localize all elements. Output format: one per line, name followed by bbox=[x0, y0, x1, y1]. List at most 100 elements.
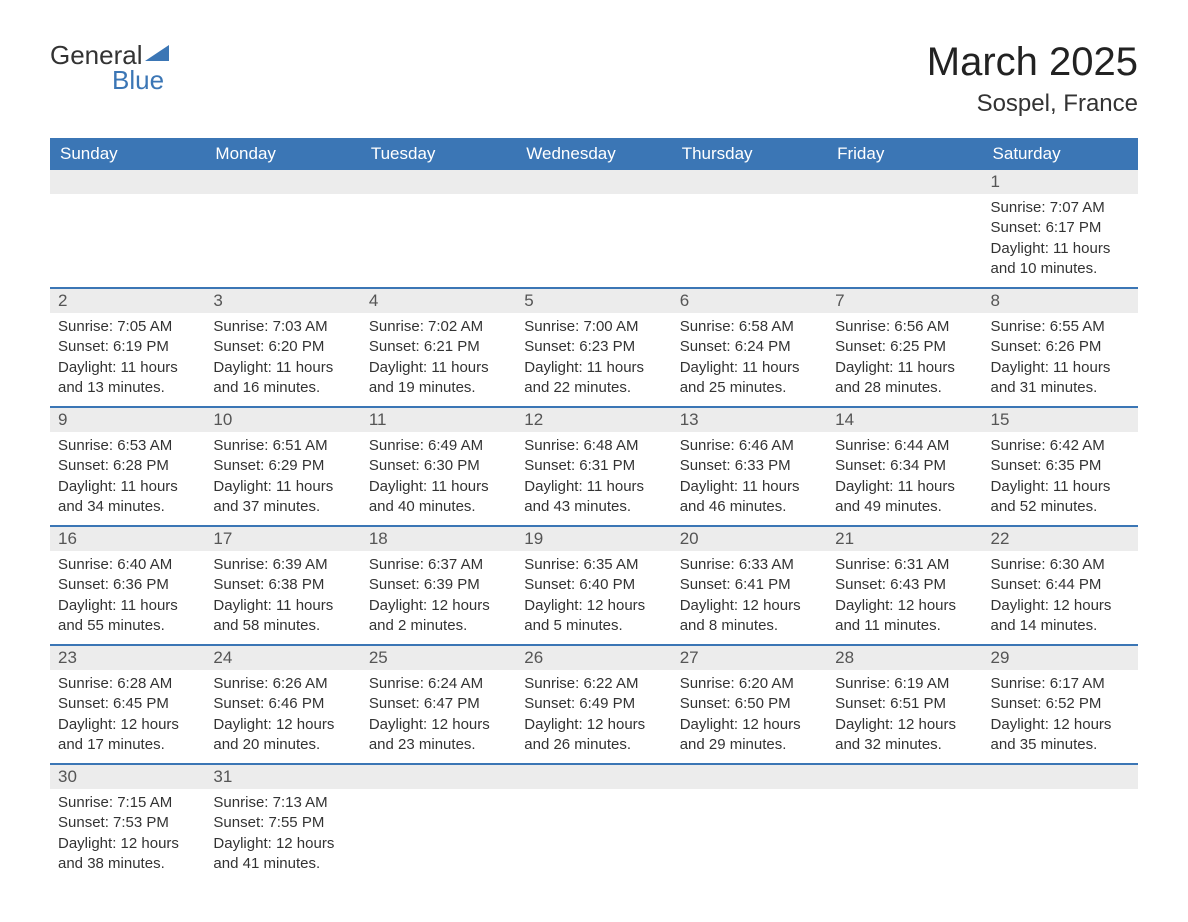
calendar-cell: 17Sunrise: 6:39 AMSunset: 6:38 PMDayligh… bbox=[205, 526, 360, 645]
day-content: Sunrise: 6:17 AMSunset: 6:52 PMDaylight:… bbox=[983, 670, 1138, 763]
daylight-text: Daylight: 12 hours and 41 minutes. bbox=[213, 834, 352, 875]
calendar-cell: 7Sunrise: 6:56 AMSunset: 6:25 PMDaylight… bbox=[827, 288, 982, 407]
calendar-cell bbox=[983, 764, 1138, 882]
day-number: 13 bbox=[672, 408, 827, 432]
day-content: Sunrise: 6:31 AMSunset: 6:43 PMDaylight:… bbox=[827, 551, 982, 644]
day-number: 28 bbox=[827, 646, 982, 670]
sunrise-text: Sunrise: 6:37 AM bbox=[369, 555, 508, 575]
sunset-text: Sunset: 6:46 PM bbox=[213, 694, 352, 714]
sunset-text: Sunset: 6:24 PM bbox=[680, 337, 819, 357]
sunset-text: Sunset: 7:55 PM bbox=[213, 813, 352, 833]
calendar-cell: 5Sunrise: 7:00 AMSunset: 6:23 PMDaylight… bbox=[516, 288, 671, 407]
day-content: Sunrise: 7:05 AMSunset: 6:19 PMDaylight:… bbox=[50, 313, 205, 406]
calendar-week-row: 2Sunrise: 7:05 AMSunset: 6:19 PMDaylight… bbox=[50, 288, 1138, 407]
calendar-cell: 15Sunrise: 6:42 AMSunset: 6:35 PMDayligh… bbox=[983, 407, 1138, 526]
calendar-cell bbox=[205, 170, 360, 288]
sunrise-text: Sunrise: 6:33 AM bbox=[680, 555, 819, 575]
calendar-cell: 24Sunrise: 6:26 AMSunset: 6:46 PMDayligh… bbox=[205, 645, 360, 764]
calendar-cell: 16Sunrise: 6:40 AMSunset: 6:36 PMDayligh… bbox=[50, 526, 205, 645]
sunset-text: Sunset: 6:40 PM bbox=[524, 575, 663, 595]
weekday-header: Monday bbox=[205, 138, 360, 170]
sunset-text: Sunset: 6:50 PM bbox=[680, 694, 819, 714]
sunrise-text: Sunrise: 6:53 AM bbox=[58, 436, 197, 456]
day-number: 16 bbox=[50, 527, 205, 551]
day-number: 25 bbox=[361, 646, 516, 670]
empty-day bbox=[361, 170, 516, 194]
sunrise-text: Sunrise: 6:19 AM bbox=[835, 674, 974, 694]
day-content: Sunrise: 6:55 AMSunset: 6:26 PMDaylight:… bbox=[983, 313, 1138, 406]
daylight-text: Daylight: 12 hours and 17 minutes. bbox=[58, 715, 197, 756]
sunset-text: Sunset: 6:35 PM bbox=[991, 456, 1130, 476]
day-content: Sunrise: 6:51 AMSunset: 6:29 PMDaylight:… bbox=[205, 432, 360, 525]
sunset-text: Sunset: 6:19 PM bbox=[58, 337, 197, 357]
sunset-text: Sunset: 7:53 PM bbox=[58, 813, 197, 833]
calendar-cell: 26Sunrise: 6:22 AMSunset: 6:49 PMDayligh… bbox=[516, 645, 671, 764]
daylight-text: Daylight: 11 hours and 13 minutes. bbox=[58, 358, 197, 399]
calendar-cell: 20Sunrise: 6:33 AMSunset: 6:41 PMDayligh… bbox=[672, 526, 827, 645]
empty-day bbox=[827, 170, 982, 194]
sunrise-text: Sunrise: 6:39 AM bbox=[213, 555, 352, 575]
calendar-cell bbox=[827, 170, 982, 288]
sunset-text: Sunset: 6:33 PM bbox=[680, 456, 819, 476]
sunrise-text: Sunrise: 6:48 AM bbox=[524, 436, 663, 456]
day-number: 21 bbox=[827, 527, 982, 551]
daylight-text: Daylight: 12 hours and 35 minutes. bbox=[991, 715, 1130, 756]
daylight-text: Daylight: 11 hours and 22 minutes. bbox=[524, 358, 663, 399]
day-content: Sunrise: 6:56 AMSunset: 6:25 PMDaylight:… bbox=[827, 313, 982, 406]
empty-day bbox=[672, 170, 827, 194]
day-content: Sunrise: 6:19 AMSunset: 6:51 PMDaylight:… bbox=[827, 670, 982, 763]
sunrise-text: Sunrise: 6:28 AM bbox=[58, 674, 197, 694]
day-content: Sunrise: 6:48 AMSunset: 6:31 PMDaylight:… bbox=[516, 432, 671, 525]
daylight-text: Daylight: 11 hours and 43 minutes. bbox=[524, 477, 663, 518]
sunset-text: Sunset: 6:21 PM bbox=[369, 337, 508, 357]
empty-day bbox=[672, 765, 827, 789]
daylight-text: Daylight: 11 hours and 31 minutes. bbox=[991, 358, 1130, 399]
daylight-text: Daylight: 11 hours and 28 minutes. bbox=[835, 358, 974, 399]
calendar-cell: 9Sunrise: 6:53 AMSunset: 6:28 PMDaylight… bbox=[50, 407, 205, 526]
calendar-cell: 8Sunrise: 6:55 AMSunset: 6:26 PMDaylight… bbox=[983, 288, 1138, 407]
day-number: 2 bbox=[50, 289, 205, 313]
sunset-text: Sunset: 6:47 PM bbox=[369, 694, 508, 714]
calendar-cell bbox=[50, 170, 205, 288]
day-content: Sunrise: 7:15 AMSunset: 7:53 PMDaylight:… bbox=[50, 789, 205, 882]
day-content: Sunrise: 7:13 AMSunset: 7:55 PMDaylight:… bbox=[205, 789, 360, 882]
sunrise-text: Sunrise: 6:31 AM bbox=[835, 555, 974, 575]
empty-day bbox=[50, 170, 205, 194]
calendar-cell bbox=[672, 170, 827, 288]
day-number: 19 bbox=[516, 527, 671, 551]
sunset-text: Sunset: 6:45 PM bbox=[58, 694, 197, 714]
sunset-text: Sunset: 6:31 PM bbox=[524, 456, 663, 476]
title-block: March 2025 Sospel, France bbox=[927, 40, 1138, 118]
empty-day bbox=[361, 765, 516, 789]
day-content: Sunrise: 6:46 AMSunset: 6:33 PMDaylight:… bbox=[672, 432, 827, 525]
calendar-cell: 25Sunrise: 6:24 AMSunset: 6:47 PMDayligh… bbox=[361, 645, 516, 764]
sunset-text: Sunset: 6:20 PM bbox=[213, 337, 352, 357]
sunrise-text: Sunrise: 6:55 AM bbox=[991, 317, 1130, 337]
calendar-cell: 14Sunrise: 6:44 AMSunset: 6:34 PMDayligh… bbox=[827, 407, 982, 526]
empty-day bbox=[205, 170, 360, 194]
calendar-week-row: 9Sunrise: 6:53 AMSunset: 6:28 PMDaylight… bbox=[50, 407, 1138, 526]
calendar-cell: 27Sunrise: 6:20 AMSunset: 6:50 PMDayligh… bbox=[672, 645, 827, 764]
daylight-text: Daylight: 12 hours and 32 minutes. bbox=[835, 715, 974, 756]
day-number: 1 bbox=[983, 170, 1138, 194]
calendar-cell: 28Sunrise: 6:19 AMSunset: 6:51 PMDayligh… bbox=[827, 645, 982, 764]
day-number: 29 bbox=[983, 646, 1138, 670]
day-number: 18 bbox=[361, 527, 516, 551]
day-content: Sunrise: 6:30 AMSunset: 6:44 PMDaylight:… bbox=[983, 551, 1138, 644]
calendar-cell: 18Sunrise: 6:37 AMSunset: 6:39 PMDayligh… bbox=[361, 526, 516, 645]
sunrise-text: Sunrise: 6:42 AM bbox=[991, 436, 1130, 456]
day-content: Sunrise: 6:40 AMSunset: 6:36 PMDaylight:… bbox=[50, 551, 205, 644]
daylight-text: Daylight: 12 hours and 26 minutes. bbox=[524, 715, 663, 756]
calendar-week-row: 16Sunrise: 6:40 AMSunset: 6:36 PMDayligh… bbox=[50, 526, 1138, 645]
sunset-text: Sunset: 6:38 PM bbox=[213, 575, 352, 595]
sunrise-text: Sunrise: 6:51 AM bbox=[213, 436, 352, 456]
day-content: Sunrise: 7:00 AMSunset: 6:23 PMDaylight:… bbox=[516, 313, 671, 406]
day-number: 7 bbox=[827, 289, 982, 313]
calendar-cell: 29Sunrise: 6:17 AMSunset: 6:52 PMDayligh… bbox=[983, 645, 1138, 764]
day-content: Sunrise: 6:39 AMSunset: 6:38 PMDaylight:… bbox=[205, 551, 360, 644]
day-content: Sunrise: 6:53 AMSunset: 6:28 PMDaylight:… bbox=[50, 432, 205, 525]
sunrise-text: Sunrise: 7:13 AM bbox=[213, 793, 352, 813]
empty-day bbox=[827, 765, 982, 789]
sunset-text: Sunset: 6:30 PM bbox=[369, 456, 508, 476]
day-number: 6 bbox=[672, 289, 827, 313]
